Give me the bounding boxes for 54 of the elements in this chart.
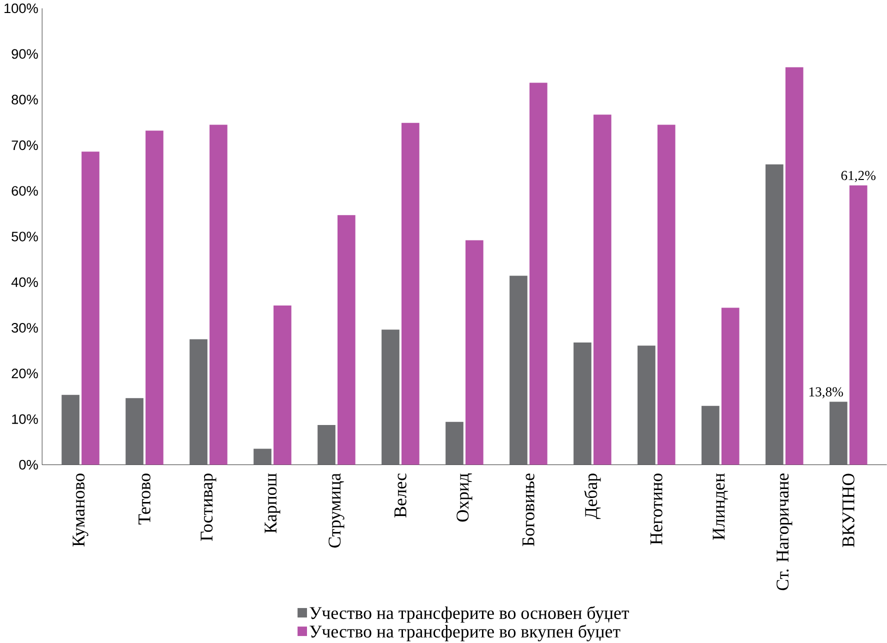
- x-tick-label: Гостивар: [200, 474, 216, 541]
- x-tick-label: Тетово: [138, 474, 150, 524]
- bar: [721, 308, 740, 465]
- x-tick-label: ВКУПНО: [842, 474, 854, 548]
- bar: [638, 346, 656, 465]
- x-tick-label: Струмица: [328, 473, 344, 548]
- bar: [402, 122, 420, 465]
- y-tick-label: 50%: [12, 232, 38, 242]
- bar: [466, 240, 484, 465]
- y-tick-label: 80%: [12, 94, 38, 104]
- y-tick-label: 30%: [12, 322, 38, 333]
- y-tick-label: 60%: [12, 186, 38, 196]
- bar: [190, 339, 208, 465]
- bar: [657, 124, 676, 465]
- y-tick-label: 0%: [19, 460, 38, 470]
- x-tick-label: Неготино: [650, 474, 662, 545]
- data-label: 13,8%: [809, 387, 843, 398]
- x-tick-label: Охрид: [456, 473, 472, 522]
- bar: [62, 394, 80, 465]
- x-tick-label: Боговиње: [522, 473, 534, 546]
- y-tick-label: 20%: [12, 368, 38, 378]
- legend-label: Учество на трансферите во основен буџет: [310, 606, 630, 623]
- bar: [318, 424, 336, 465]
- y-tick-label: 70%: [12, 140, 38, 150]
- bar: [274, 305, 292, 465]
- y-tick-label: 90%: [12, 49, 38, 59]
- bar: [849, 185, 868, 465]
- bar: [766, 164, 784, 465]
- y-tick-label: 10%: [12, 414, 38, 424]
- x-tick-label: Карпош: [264, 473, 280, 534]
- bar: [126, 398, 144, 465]
- data-label: 61,2%: [841, 170, 876, 182]
- x-tick-label: Велес: [394, 473, 406, 518]
- y-tick-label: 40%: [11, 277, 38, 287]
- y-tick-label: 100%: [4, 3, 38, 14]
- bar: [529, 82, 548, 465]
- bar: [146, 130, 164, 465]
- bar: [338, 214, 356, 465]
- bar: [210, 124, 228, 465]
- x-tick-label: Дебар: [584, 474, 601, 519]
- bar: [785, 67, 804, 465]
- bar: [382, 330, 400, 465]
- x-tick-label: Ст. Нагоричане: [776, 473, 792, 590]
- bar: [510, 276, 528, 465]
- bar: [830, 402, 848, 465]
- bar: [702, 406, 720, 465]
- bar: [446, 422, 464, 465]
- legend-label: Учество на трансферите во вкупен буџет: [310, 624, 620, 642]
- bar: [254, 448, 272, 465]
- x-tick-label: Илинден: [712, 473, 728, 540]
- bar: [82, 152, 100, 465]
- bar: [574, 342, 592, 465]
- x-tick-label: Куманово: [72, 474, 88, 546]
- bar: [593, 114, 612, 465]
